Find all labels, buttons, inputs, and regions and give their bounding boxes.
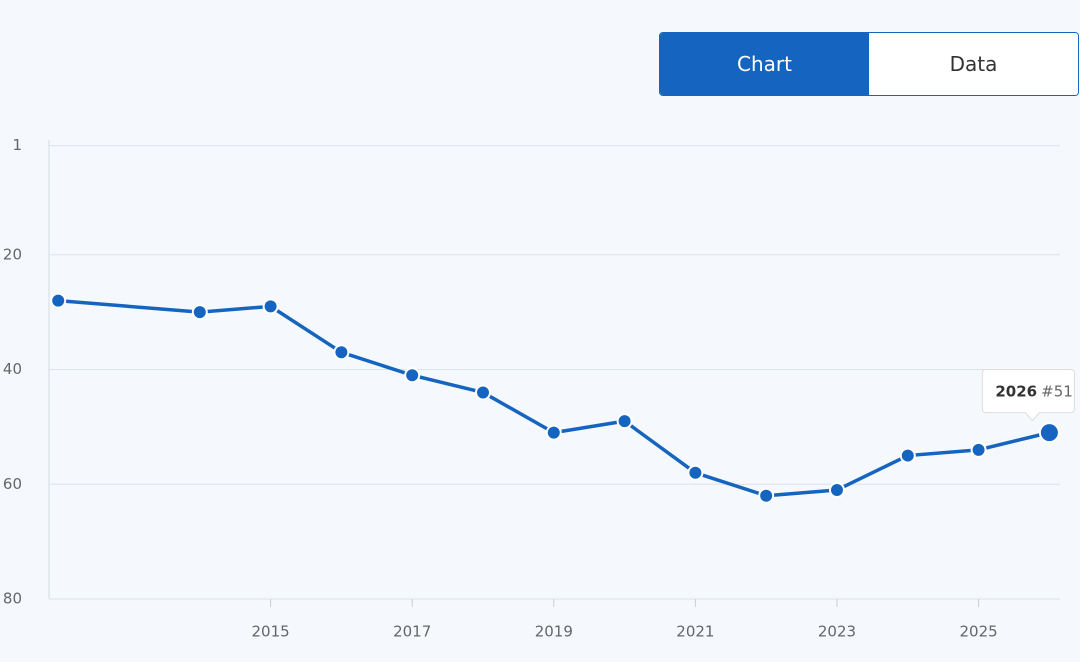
tooltip-rank: #51	[1041, 382, 1073, 400]
point	[545, 424, 562, 441]
line	[58, 298, 1050, 498]
point	[404, 367, 421, 384]
y-tick-label: 1	[12, 136, 22, 154]
x-tick-label: 2015	[252, 623, 290, 641]
x-tick-label: 2019	[535, 623, 573, 641]
x-tick-label: 2017	[393, 623, 431, 641]
point	[616, 413, 633, 430]
tooltip-box	[981, 369, 1075, 422]
chart-tab[interactable]: Chart	[660, 33, 869, 95]
point	[899, 447, 916, 464]
point	[1038, 422, 1060, 444]
x-tick-label: 2025	[959, 623, 997, 641]
point	[191, 304, 208, 321]
point	[474, 384, 491, 401]
point	[687, 464, 704, 481]
y-tick-label: 40	[3, 360, 22, 378]
view-tabs: Chart Data	[659, 32, 1079, 96]
tooltip-year: 2026	[995, 382, 1037, 400]
tooltip: 2026 #51	[981, 369, 1075, 422]
tooltip-text: 2026 #51	[995, 382, 1072, 400]
x-tick-label: 2021	[676, 623, 714, 641]
data-tab[interactable]: Data	[869, 33, 1078, 95]
y-tick-label: 60	[3, 475, 22, 493]
x-tick-label: 2023	[818, 623, 856, 641]
point	[262, 298, 279, 315]
point	[828, 481, 845, 498]
y-tick-label: 20	[3, 245, 22, 263]
point	[758, 487, 775, 504]
point	[970, 441, 987, 458]
point	[333, 344, 350, 361]
point	[50, 292, 67, 309]
y-tick-label: 80	[3, 590, 22, 608]
